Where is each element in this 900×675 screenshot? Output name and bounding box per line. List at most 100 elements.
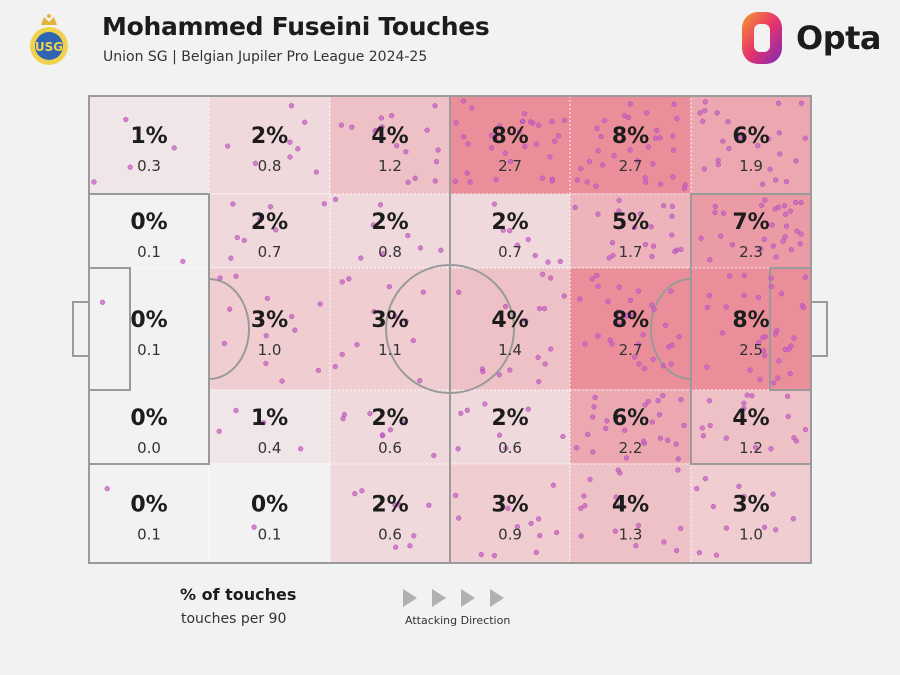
touch-dot <box>783 179 790 185</box>
touch-dot <box>488 132 495 139</box>
zone-per90-label: 0.1 <box>137 341 161 359</box>
touch-dot <box>802 274 809 280</box>
touch-dot <box>616 197 622 204</box>
touch-dot <box>671 101 677 107</box>
touch-dot <box>770 243 776 249</box>
zone-per90-label: 0.6 <box>498 439 522 457</box>
touch-dot <box>755 294 762 301</box>
touch-dot <box>635 522 642 529</box>
touch-dot <box>502 303 509 310</box>
touch-dot <box>719 330 725 336</box>
touch-dot <box>584 179 590 185</box>
touch-dot <box>525 406 531 412</box>
zone-per90-label: 0.7 <box>258 243 282 261</box>
touch-dot <box>405 233 411 239</box>
zone-per90-label: 0.1 <box>137 526 161 544</box>
zone-percent-label: 1% <box>251 406 288 431</box>
touch-dot <box>798 100 805 106</box>
touch-dot <box>455 446 461 452</box>
touch-dot <box>288 103 295 109</box>
touch-dot <box>761 352 768 359</box>
touch-dot <box>648 224 654 230</box>
touch-dot <box>643 110 650 116</box>
touch-dot <box>612 528 618 534</box>
touch-dot <box>800 304 807 311</box>
touch-dot <box>582 503 588 509</box>
touch-dot <box>611 153 617 159</box>
touch-dot <box>603 425 609 432</box>
touch-dot <box>525 236 531 243</box>
touch-dot <box>794 228 800 234</box>
touch-dot <box>681 185 688 192</box>
touch-dot <box>592 394 598 401</box>
touch-dot <box>542 361 548 367</box>
touch-dot <box>777 151 783 157</box>
touch-dot <box>456 289 462 295</box>
touch-dot <box>590 414 596 420</box>
touch-dot <box>749 393 755 399</box>
pitch-lines <box>72 95 828 564</box>
zone-percent-label: 8% <box>732 308 769 333</box>
touch-dot <box>669 232 675 238</box>
touch-dot <box>367 411 373 417</box>
touch-dot <box>392 502 398 508</box>
touch-dot <box>650 161 656 167</box>
zone-percent-label: 8% <box>491 124 528 149</box>
touch-dot <box>601 117 608 124</box>
touch-dot <box>707 423 713 429</box>
touch-dot <box>412 175 418 181</box>
touch-dot <box>590 449 596 455</box>
touch-dot <box>595 333 601 339</box>
zone-per90-label: 0.8 <box>258 157 282 175</box>
touch-dot <box>725 119 731 125</box>
touch-dot <box>411 533 417 539</box>
touch-dot <box>405 179 411 185</box>
zone-per90-label: 2.3 <box>739 243 763 261</box>
touch-dot <box>370 222 376 228</box>
zone-per90-label: 1.1 <box>378 341 402 359</box>
zone-per90-label: 1.0 <box>258 341 282 359</box>
touch-dot <box>221 340 228 347</box>
touch-dot <box>453 120 459 126</box>
touch-dot <box>358 255 364 261</box>
touch-dot <box>696 550 703 556</box>
touch-dot <box>623 455 630 461</box>
touch-dot <box>532 253 538 259</box>
touch-dot <box>668 361 674 367</box>
touch-dot <box>332 364 338 370</box>
touch-dot <box>127 164 133 170</box>
touch-dot <box>478 551 484 558</box>
legend-primary: % of touches <box>180 585 297 604</box>
touch-dot <box>759 181 766 187</box>
touch-dot <box>673 547 680 554</box>
touch-dot <box>302 119 308 125</box>
zone-percent-label: 0% <box>251 493 288 518</box>
touch-dot <box>704 304 711 311</box>
touch-dot <box>756 340 762 346</box>
zone-percent-label: 6% <box>732 124 769 149</box>
touch-dot <box>772 177 779 183</box>
touch-dot <box>581 493 587 499</box>
touch-dot <box>762 197 768 203</box>
touch-dot <box>791 435 797 441</box>
touch-dot <box>775 100 782 106</box>
touch-dot <box>660 203 667 209</box>
touch-dot <box>287 139 293 145</box>
touch-dot <box>545 259 551 265</box>
touch-dot <box>251 524 257 530</box>
touch-dot <box>593 183 599 189</box>
touch-dot <box>741 292 747 299</box>
touch-dot <box>675 467 681 473</box>
touch-dot <box>737 135 743 141</box>
touch-dot <box>407 543 413 549</box>
touch-dot <box>578 533 584 539</box>
touch-dot <box>378 115 385 121</box>
zone-per90-label: 0.7 <box>498 243 522 261</box>
touch-dot <box>386 284 393 290</box>
touch-dot <box>700 118 706 124</box>
touch-dot <box>417 378 423 384</box>
zone-per90-label: 1.7 <box>619 243 643 261</box>
touch-dot <box>782 211 789 217</box>
touch-dot <box>627 297 634 304</box>
